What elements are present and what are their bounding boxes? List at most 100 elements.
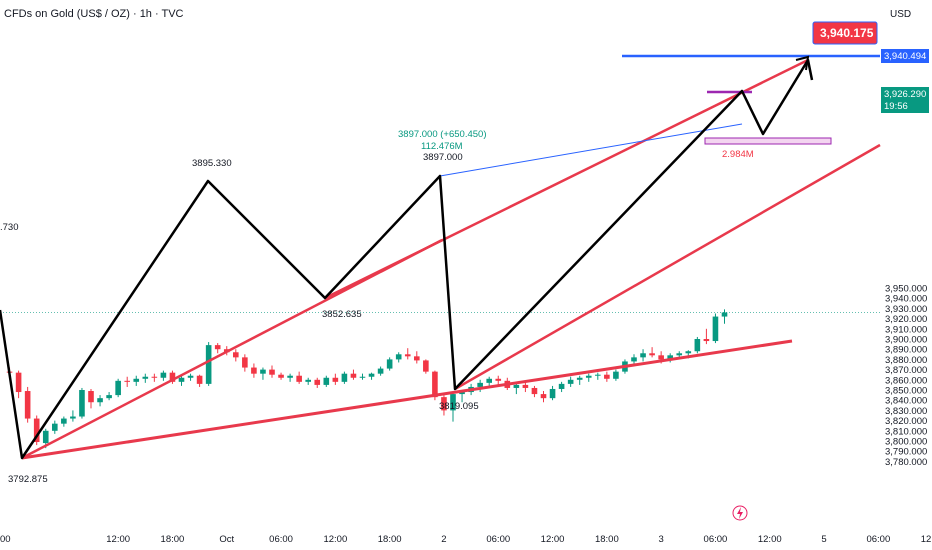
- candle: [423, 360, 429, 372]
- candle: [52, 423, 58, 431]
- candle: [377, 368, 384, 374]
- x-tick-label: 06:00: [486, 534, 510, 545]
- candle: [251, 367, 257, 374]
- y-tick-label: 3,780.000: [885, 457, 927, 468]
- candle: [214, 345, 221, 350]
- candle: [341, 373, 348, 382]
- candle: [97, 398, 103, 403]
- candle: [160, 372, 167, 378]
- zigzag-path: [0, 58, 814, 460]
- x-tick-label: 12:00: [541, 534, 565, 545]
- candle: [350, 373, 357, 378]
- candle: [613, 371, 619, 379]
- trendline-lower-channel: [21, 238, 443, 460]
- x-tick-label: 18:00: [161, 534, 185, 545]
- candle: [712, 316, 719, 342]
- candle: [549, 388, 556, 399]
- candle: [287, 375, 293, 378]
- candles-layer: [6, 309, 728, 449]
- x-tick-label: 00: [0, 534, 11, 545]
- candle: [368, 373, 375, 377]
- y-tick-label: 3,900.000: [885, 335, 927, 346]
- candle: [33, 418, 40, 443]
- y-tick-label: 3,910.000: [885, 324, 927, 335]
- candle: [486, 378, 492, 383]
- candle: [88, 391, 94, 403]
- candle: [667, 355, 673, 360]
- candle: [260, 369, 266, 374]
- candle: [404, 354, 411, 357]
- candle: [567, 379, 574, 384]
- candle: [42, 430, 49, 444]
- lightning-icon[interactable]: [732, 505, 748, 521]
- measure-box: [704, 137, 832, 145]
- y-tick-label: 3,840.000: [885, 396, 927, 407]
- candle: [640, 353, 646, 358]
- candle: [187, 375, 194, 378]
- candle: [477, 382, 483, 387]
- candle: [115, 380, 121, 396]
- x-tick-label: 12:00: [323, 534, 347, 545]
- candle: [133, 378, 140, 382]
- candle: [395, 354, 402, 360]
- candle: [676, 353, 683, 356]
- svg-text:3,940.175: 3,940.175: [820, 26, 874, 40]
- candle: [169, 372, 176, 382]
- candle: [441, 397, 447, 411]
- y-tick-label: 3,820.000: [885, 416, 927, 427]
- y-tick-label: 3,850.000: [885, 386, 927, 397]
- candle: [61, 418, 67, 424]
- x-tick-label: 3: [659, 534, 664, 545]
- x-tick-label: 18:00: [378, 534, 402, 545]
- svg-text:3,940.494: 3,940.494: [884, 51, 926, 62]
- y-tick-label: 3,940.000: [885, 294, 927, 305]
- y-tick-label: 3,830.000: [885, 406, 927, 417]
- candle: [106, 395, 112, 399]
- trendline-long-support: [21, 339, 793, 460]
- label-high2-volume: 112.476M: [421, 141, 463, 152]
- candle: [142, 376, 149, 379]
- candle: [70, 416, 76, 419]
- currency-label: USD: [890, 9, 911, 20]
- y-tick-label: 3,890.000: [885, 345, 927, 356]
- candle: [269, 369, 275, 375]
- candle: [721, 312, 728, 317]
- x-tick-label: 5: [821, 534, 826, 545]
- candle: [296, 375, 302, 382]
- candle: [332, 377, 339, 382]
- candle: [233, 352, 239, 358]
- label-high2-change: 3897.000 (+650.450): [398, 129, 486, 140]
- candle: [531, 387, 538, 395]
- candle: [205, 345, 212, 384]
- candle: [450, 394, 456, 411]
- candle: [242, 357, 248, 368]
- x-tick-label: 18:00: [595, 534, 619, 545]
- label-low3: 3819.095: [439, 401, 479, 412]
- candle: [595, 374, 601, 376]
- blue-level-tag: 3,940.494: [881, 49, 929, 63]
- y-tick-label: 3,870.000: [885, 365, 927, 376]
- target-price-tag[interactable]: 3,940.175: [812, 21, 878, 45]
- time-axis[interactable]: 00 12:00 18:00 Oct 06:00 12:00 18:00 2 06:00 12:0…: [0, 534, 932, 545]
- x-tick-label: Oct: [219, 534, 234, 545]
- price-axis[interactable]: 3,950.0003,940.0003,930.0003,920.0003,91…: [885, 284, 927, 468]
- candle: [414, 356, 420, 361]
- y-tick-label: 3,880.000: [885, 355, 927, 366]
- y-tick-label: 3,920.000: [885, 314, 927, 325]
- label-left-cut: .730: [0, 222, 19, 233]
- candle: [703, 339, 710, 342]
- candle: [196, 375, 203, 384]
- y-tick-label: 3,950.000: [885, 284, 927, 295]
- x-tick-label: 12:00: [758, 534, 782, 545]
- candle: [386, 359, 393, 369]
- last-price-value: 3,926.290: [884, 89, 926, 100]
- candle: [359, 376, 366, 378]
- candle: [305, 379, 311, 382]
- candle: [24, 391, 31, 419]
- y-tick-label: 3,860.000: [885, 375, 927, 386]
- label-low2: 3852.635: [322, 309, 362, 320]
- x-tick-label: 06:00: [269, 534, 293, 545]
- candle: [513, 384, 520, 388]
- candle: [522, 384, 529, 388]
